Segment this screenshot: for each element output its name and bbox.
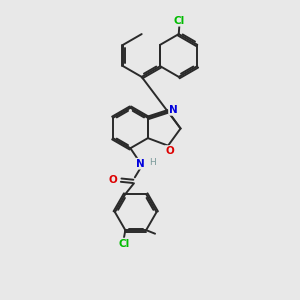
Text: N: N — [136, 159, 145, 169]
Text: N: N — [169, 105, 178, 115]
Text: Cl: Cl — [118, 238, 130, 248]
Text: O: O — [165, 146, 174, 156]
Text: O: O — [109, 175, 117, 185]
Text: Cl: Cl — [174, 16, 185, 26]
Text: H: H — [149, 158, 156, 167]
